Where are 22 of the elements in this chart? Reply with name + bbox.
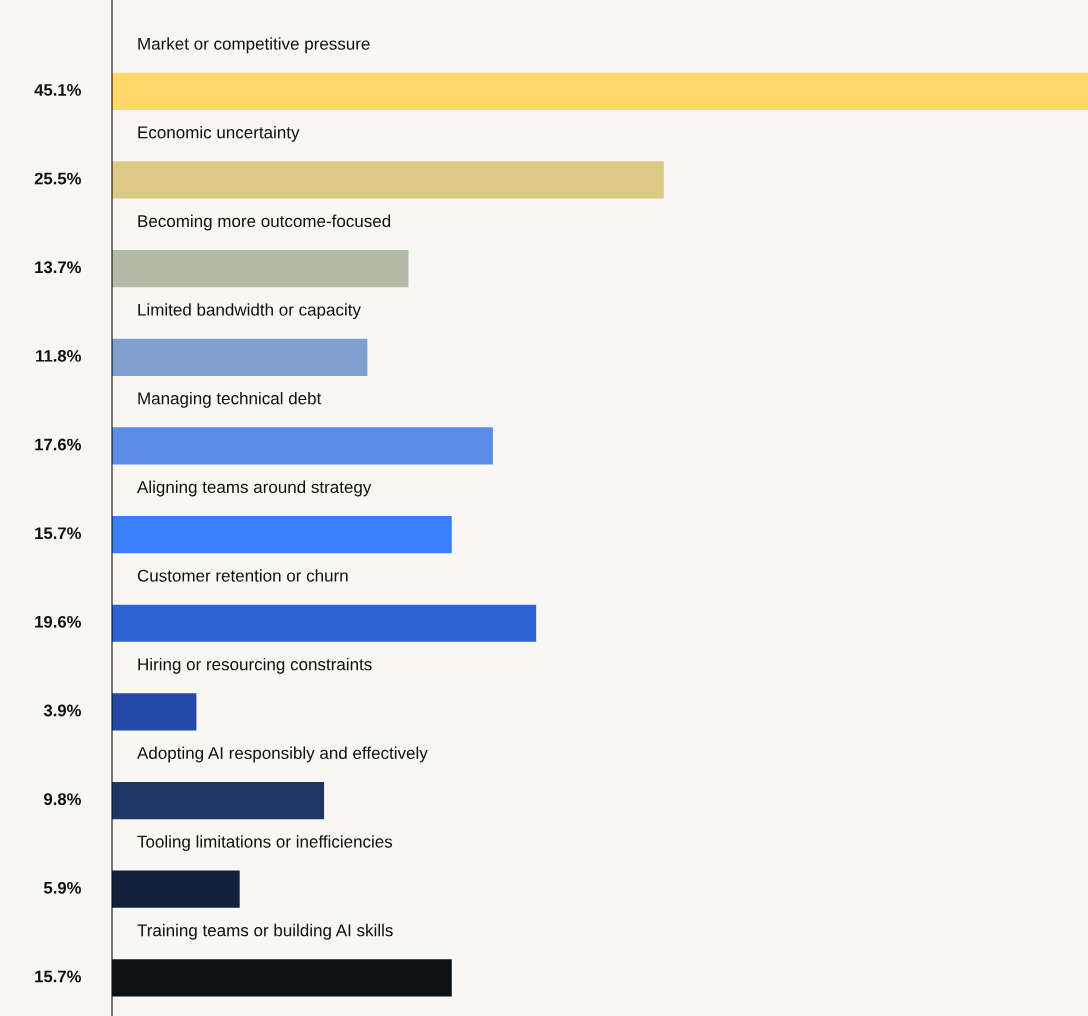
data-label: 25.5%: [34, 172, 82, 185]
y-tick-label: Training teams or building AI skills: [137, 923, 393, 940]
data-label: 15.7%: [35, 527, 82, 540]
data-label: 15.7%: [35, 970, 82, 983]
y-tick-label: Economic uncertainty: [138, 125, 300, 142]
y-tick-label: Adopting AI responsibly and effectively: [137, 746, 428, 763]
data-label: 13.7%: [35, 261, 82, 274]
y-tick-label: Market or competitive pressure: [138, 37, 370, 54]
y-tick-label: Managing technical debt: [138, 391, 322, 408]
y-tick-label: Limited bandwidth or capacity: [138, 303, 361, 320]
y-tick-label: Hiring or resourcing constraints: [138, 657, 372, 674]
data-label: 45.1%: [34, 84, 82, 96]
data-label: 11.8%: [36, 349, 82, 362]
y-tick-label: Tooling limitations or inefficiencies: [137, 835, 393, 852]
data-label: 19.6%: [35, 615, 82, 628]
data-label: 3.9%: [43, 704, 82, 717]
data-label: 5.9%: [43, 881, 82, 894]
y-tick-label: Customer retention or churn: [137, 569, 348, 582]
y-tick-label: Becoming more outcome-focused: [138, 214, 391, 231]
data-label: 9.8%: [44, 793, 82, 806]
y-tick-label: Aligning teams around strategy: [137, 480, 372, 497]
data-label: 17.6%: [35, 438, 82, 451]
